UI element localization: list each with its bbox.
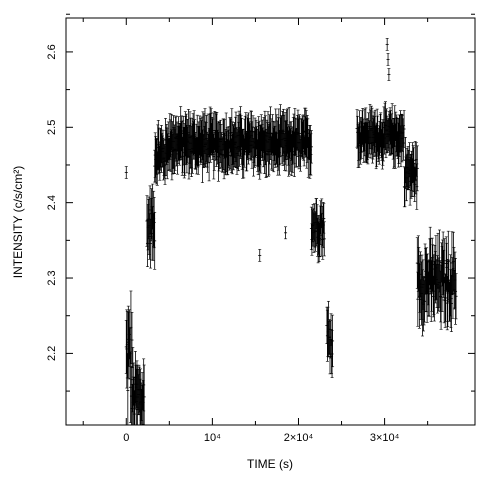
data-point — [225, 127, 229, 176]
y-tick-label: 2.5 — [46, 120, 58, 135]
x-tick-label: 3×10⁴ — [370, 432, 400, 444]
data-point — [322, 203, 326, 234]
plot-frame — [65, 17, 476, 426]
data-point — [200, 129, 204, 183]
data-point — [385, 38, 389, 51]
y-tick-label: 2.2 — [46, 346, 58, 361]
data-point — [402, 125, 406, 161]
data-point — [322, 221, 326, 257]
data-point — [284, 226, 288, 240]
data-point — [266, 111, 270, 156]
data-point — [409, 153, 413, 199]
data-point — [199, 120, 203, 163]
data-point — [408, 157, 412, 206]
data-point — [152, 197, 156, 249]
data-point — [361, 118, 365, 152]
data-point — [331, 314, 335, 368]
data-point — [318, 222, 322, 258]
data-point — [181, 120, 185, 173]
data-point — [260, 124, 264, 158]
data-point — [153, 132, 157, 178]
data-point — [439, 270, 443, 323]
data-point — [253, 127, 257, 168]
x-tick-label: 10⁴ — [204, 432, 221, 444]
data-point — [142, 364, 146, 426]
data-point — [387, 68, 391, 81]
data-point — [258, 249, 262, 262]
data-point — [153, 212, 157, 270]
data-point — [301, 114, 305, 150]
data-point — [454, 273, 458, 320]
data-point — [126, 353, 130, 426]
data-point — [127, 309, 131, 360]
data-point — [286, 108, 290, 154]
data-point — [421, 259, 425, 310]
data-point — [449, 269, 453, 329]
x-tick-label: 2×10⁴ — [284, 432, 314, 444]
data-point — [443, 238, 447, 284]
data-point — [327, 321, 331, 355]
data-point — [330, 330, 334, 378]
y-tick-label: 2.4 — [46, 195, 58, 210]
data-point — [124, 166, 128, 179]
data-point — [398, 110, 402, 153]
data-point — [288, 126, 292, 175]
data-point — [317, 221, 321, 255]
data-point — [386, 53, 390, 66]
data-point — [309, 130, 313, 164]
data-points-layer — [124, 38, 458, 426]
data-point — [445, 276, 449, 331]
y-axis-ticks: 2.2 2.3 2.4 2.5 2.6 — [46, 13, 475, 392]
data-point — [418, 251, 422, 297]
data-point — [329, 320, 333, 359]
data-point — [444, 236, 448, 291]
data-point — [320, 198, 324, 229]
data-point — [330, 339, 334, 374]
data-point — [211, 112, 215, 154]
data-point — [125, 309, 129, 389]
data-point — [310, 209, 314, 243]
data-point — [185, 124, 189, 174]
data-point — [415, 145, 419, 192]
data-point — [182, 127, 186, 179]
data-point — [433, 251, 437, 304]
x-axis-ticks: 0 10⁴ 2×10⁴ 3×10⁴ — [82, 18, 429, 444]
data-point — [454, 257, 458, 325]
data-point — [309, 133, 313, 176]
data-point — [243, 118, 247, 156]
data-point — [156, 124, 160, 171]
data-point — [142, 358, 146, 412]
data-point — [431, 244, 435, 294]
data-point — [384, 110, 388, 159]
y-tick-label: 2.6 — [46, 44, 58, 59]
x-axis-label: TIME (s) — [247, 457, 293, 471]
data-point — [161, 137, 165, 181]
data-point — [248, 123, 252, 159]
data-point — [261, 127, 265, 158]
data-point — [386, 119, 390, 149]
data-point — [451, 231, 455, 292]
data-point — [282, 108, 286, 154]
data-point — [145, 219, 149, 267]
data-point — [312, 212, 316, 253]
data-point — [412, 163, 416, 197]
data-point — [174, 115, 178, 162]
x-tick-label: 0 — [123, 432, 129, 444]
y-axis-label: INTENSITY (c/s/cm²) — [11, 166, 25, 278]
y-tick-label: 2.3 — [46, 270, 58, 285]
data-point — [415, 163, 419, 210]
